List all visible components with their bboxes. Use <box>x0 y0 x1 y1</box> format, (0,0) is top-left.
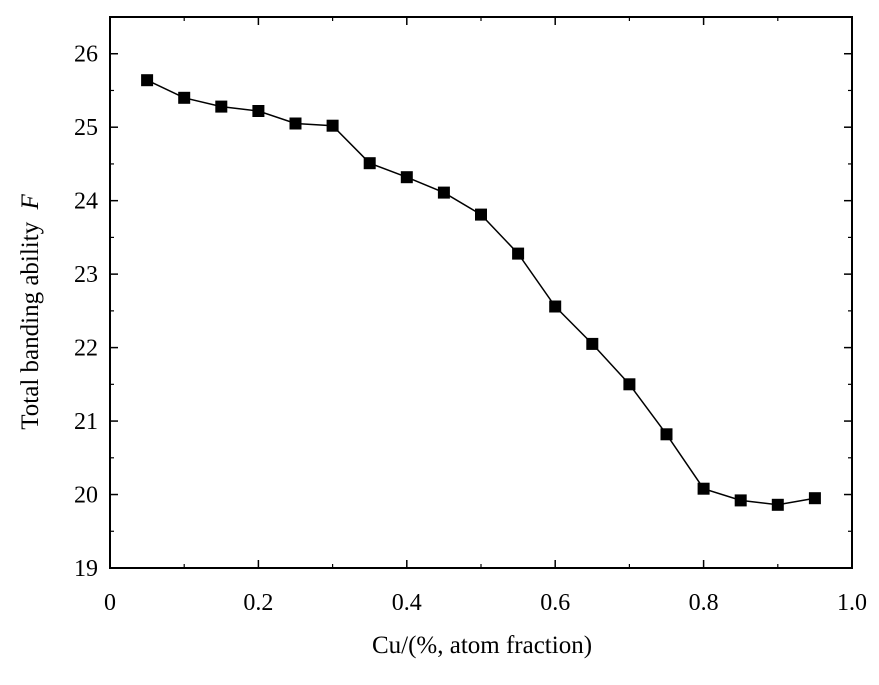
x-tick-label: 0.8 <box>689 590 719 616</box>
x-axis-title: Cu/(%, atom fraction) <box>372 632 592 659</box>
y-tick-label: 23 <box>74 262 98 288</box>
data-point-marker <box>475 208 487 221</box>
data-point-marker <box>771 498 784 511</box>
x-tick-label: 0.6 <box>540 590 570 616</box>
data-point-marker <box>623 378 636 391</box>
y-tick-label: 19 <box>74 556 98 582</box>
y-tick-label: 25 <box>74 115 98 141</box>
data-point-marker <box>252 105 265 117</box>
data-point-marker <box>660 428 673 441</box>
y-tick-label: 22 <box>74 336 98 362</box>
data-point-marker <box>808 492 821 505</box>
data-point-marker <box>289 117 302 130</box>
data-point-marker <box>326 119 339 132</box>
data-point-marker <box>363 157 376 170</box>
series-line <box>146 79 816 506</box>
y-tick-label: 26 <box>74 42 98 68</box>
data-point-marker <box>586 337 599 350</box>
data-point-marker <box>178 91 191 104</box>
x-tick-label: 0.4 <box>392 590 422 616</box>
y-tick-label: 24 <box>74 189 98 215</box>
y-axis-title: Total banding ability F <box>17 194 44 430</box>
y-axis-label-symbol: F <box>17 194 44 211</box>
data-point-marker <box>697 482 710 495</box>
y-tick-label: 21 <box>74 409 98 435</box>
data-point-marker <box>512 247 525 260</box>
data-point-marker <box>437 186 450 199</box>
data-point-marker <box>400 171 413 184</box>
x-tick-label: 0 <box>104 590 116 616</box>
y-tick-label: 20 <box>74 483 98 509</box>
data-point-marker <box>734 494 747 507</box>
data-point-marker <box>549 300 562 313</box>
y-axis-label-text: Total banding ability <box>17 221 44 429</box>
plot-frame <box>109 16 853 569</box>
x-tick-label: 1.0 <box>837 590 867 616</box>
x-tick-label: 0.2 <box>243 590 273 616</box>
data-point-marker <box>141 74 154 87</box>
data-point-marker <box>215 100 228 113</box>
